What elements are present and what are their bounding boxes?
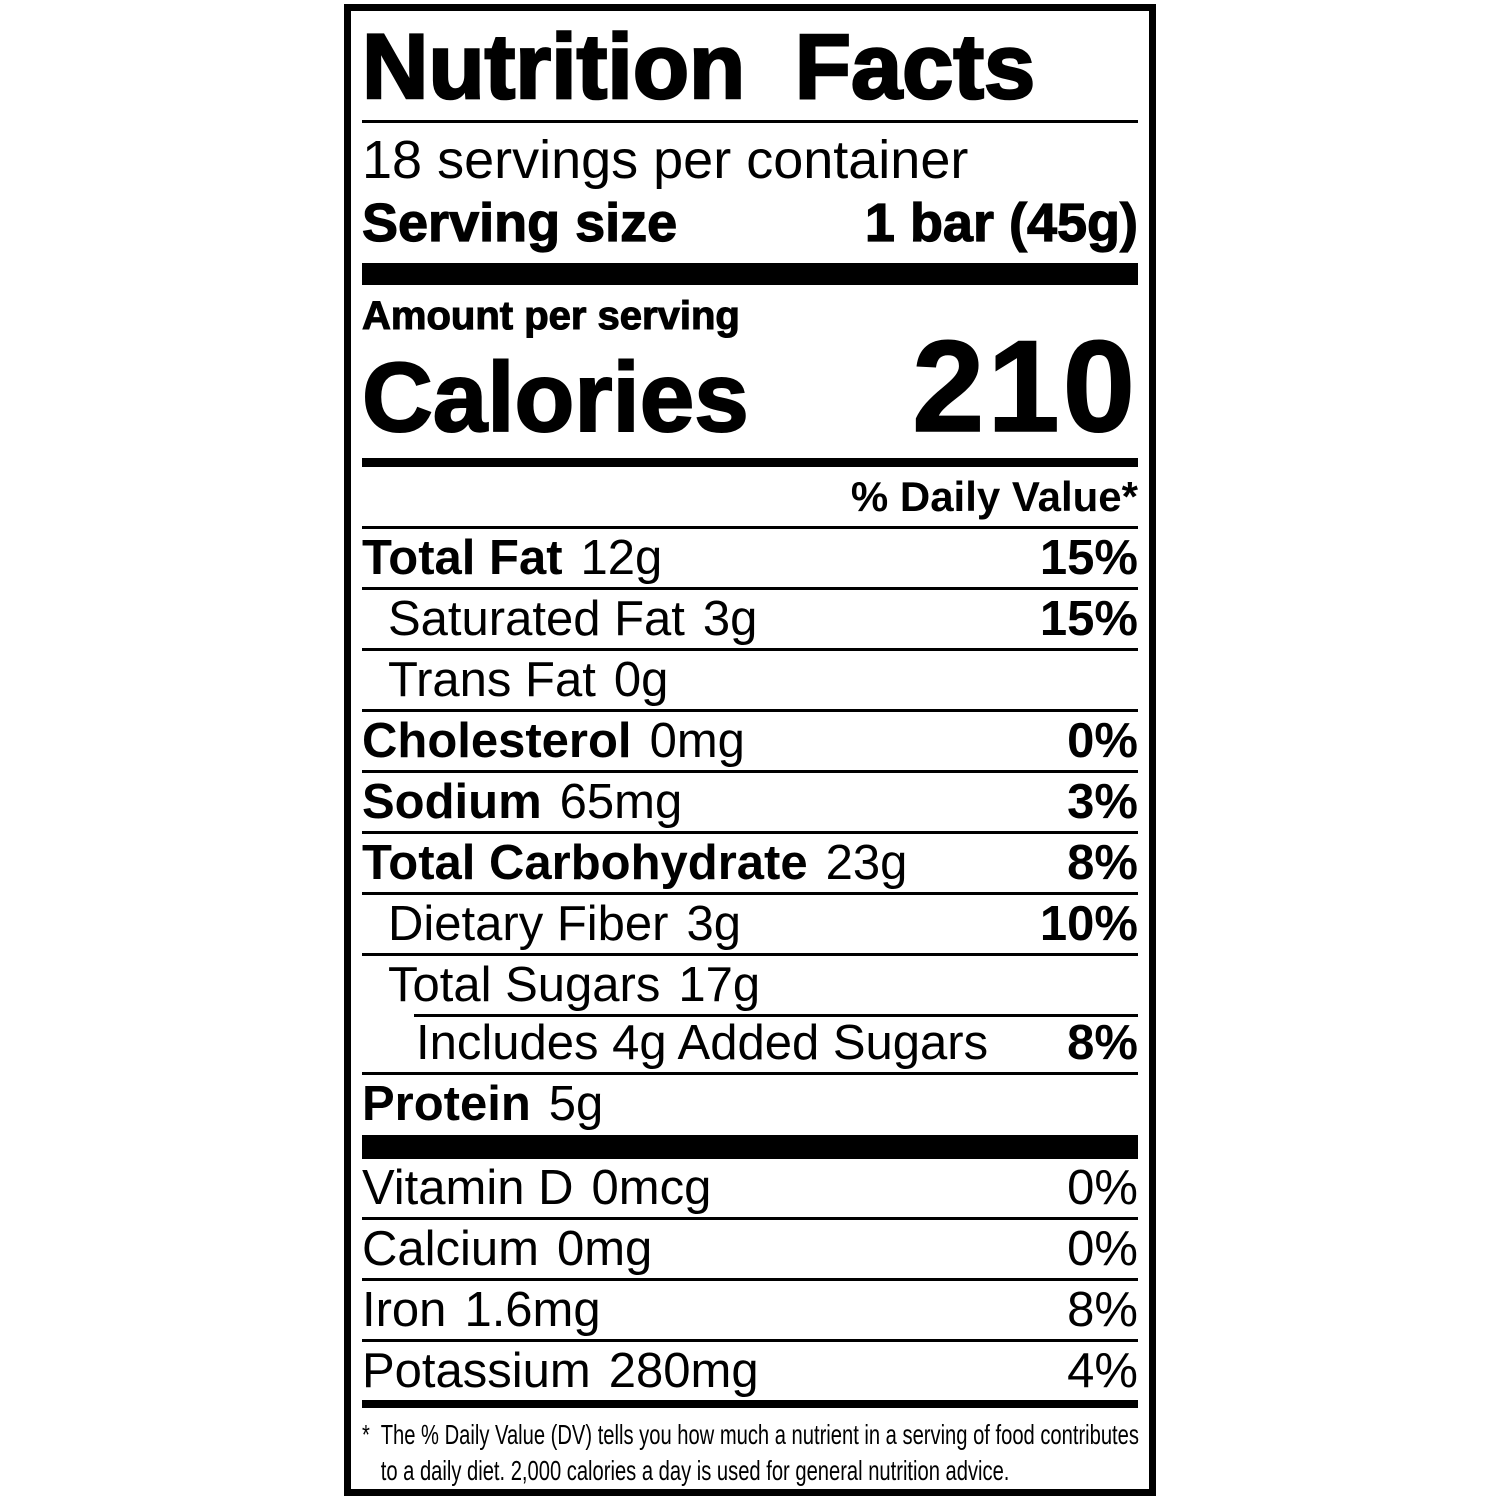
nutrient-amount: 280mg — [608, 1343, 759, 1398]
nutrient-name: Total Carbohydrate — [362, 835, 808, 890]
nutrient-amount: 0mcg — [591, 1160, 712, 1215]
nutrient-row-added-sugars: Includes 4g Added Sugars 8% — [362, 1013, 1138, 1072]
nutrient-amount: 0g — [613, 652, 669, 707]
title-divider — [362, 120, 1138, 123]
serving-size-value: 1 bar (45g) — [864, 192, 1138, 253]
nutrient-row-dietary-fiber: Dietary Fiber 3g 10% — [362, 891, 1138, 953]
section-bar-medium-calories — [362, 458, 1138, 467]
nutrient-dv: 0% — [1067, 713, 1138, 768]
nutrient-name: Dietary Fiber — [388, 896, 669, 951]
daily-value-header: % Daily Value* — [850, 472, 1138, 520]
nutrient-dv: 0% — [1067, 1160, 1138, 1215]
nutrition-facts-label: Nutrition Facts 18 servings per containe… — [344, 4, 1156, 1496]
calories-label: Calories — [361, 342, 750, 453]
micronutrient-row-iron: Iron 1.6mg 8% — [362, 1277, 1138, 1339]
nutrient-amount: 5g — [548, 1076, 604, 1131]
nutrient-dv: 8% — [1067, 1282, 1138, 1337]
nutrient-dv: 15% — [1039, 530, 1138, 585]
nutrient-row-total-sugars: Total Sugars 17g — [362, 952, 1138, 1014]
nutrient-name: Saturated Fat — [388, 591, 685, 646]
nutrient-name: Calcium — [362, 1221, 539, 1276]
nutrient-amount: 0mg — [649, 713, 745, 768]
calories-value: 210 — [911, 313, 1138, 460]
nutrient-name: Protein — [362, 1076, 531, 1131]
nutrient-amount: 0mg — [556, 1221, 653, 1276]
nutrient-name: Cholesterol — [362, 713, 632, 768]
nutrient-row-total-fat: Total Fat 12g 15% — [362, 525, 1138, 587]
nutrient-dv: 3% — [1067, 774, 1138, 829]
servings-per-container: 18 servings per container — [362, 129, 969, 190]
serving-size-label: Serving size — [361, 192, 678, 253]
nutrient-dv: 10% — [1039, 896, 1138, 951]
nutrient-name: Trans Fat — [388, 652, 596, 707]
nutrient-amount: 65mg — [559, 774, 683, 829]
footnote-marker: * — [362, 1419, 370, 1451]
nutrient-row-trans-fat: Trans Fat 0g — [362, 647, 1138, 709]
nutrient-dv: 8% — [1067, 835, 1138, 890]
nutrient-row-protein: Protein 5g — [362, 1071, 1138, 1133]
label-title: Nutrition Facts — [361, 16, 1037, 118]
nutrient-row-sodium: Sodium 65mg 3% — [362, 769, 1138, 831]
nutrient-name: Total Fat — [362, 530, 563, 585]
nutrient-amount: 3g — [702, 591, 758, 646]
nutrient-name: Includes 4g Added Sugars — [416, 1015, 989, 1070]
section-bar-thick-top — [362, 263, 1138, 286]
nutrient-row-saturated-fat: Saturated Fat 3g 15% — [362, 586, 1138, 648]
nutrient-dv: 0% — [1067, 1221, 1138, 1276]
nutrient-amount: 1.6mg — [464, 1282, 601, 1337]
nutrient-row-cholesterol: Cholesterol 0mg 0% — [362, 708, 1138, 770]
nutrient-row-total-carbohydrate: Total Carbohydrate 23g 8% — [362, 830, 1138, 892]
nutrient-name: Total Sugars — [388, 957, 661, 1012]
section-bar-medium-footnote — [362, 1399, 1138, 1409]
serving-size-row: Serving size 1 bar (45g) — [361, 192, 1138, 253]
footnote-line-2: to a daily diet. 2,000 calories a day is… — [380, 1455, 1010, 1487]
micronutrient-row-calcium: Calcium 0mg 0% — [362, 1216, 1138, 1278]
nutrient-amount: 3g — [686, 896, 741, 951]
micronutrient-row-vitamin-d: Vitamin D 0mcg 0% — [362, 1159, 1138, 1217]
calories-row: Calories 210 — [361, 313, 1138, 460]
nutrient-amount: 12g — [580, 530, 663, 585]
amount-per-serving-label: Amount per serving — [361, 294, 740, 339]
nutrient-dv: 8% — [1067, 1015, 1138, 1070]
nutrient-dv: 15% — [1039, 591, 1138, 646]
footnote: * The % Daily Value (DV) tells you how m… — [362, 1417, 1139, 1489]
section-bar-thick-micronutrients — [362, 1134, 1138, 1159]
nutrient-name: Iron — [362, 1282, 447, 1337]
nutrient-name: Potassium — [362, 1343, 591, 1398]
nutrient-amount: 17g — [678, 957, 761, 1012]
footnote-line-1: The % Daily Value (DV) tells you how muc… — [380, 1419, 1139, 1451]
micronutrient-row-potassium: Potassium 280mg 4% — [362, 1338, 1138, 1400]
nutrient-name: Vitamin D — [362, 1160, 574, 1215]
nutrient-dv: 4% — [1067, 1343, 1138, 1398]
nutrient-name: Sodium — [362, 774, 542, 829]
nutrient-amount: 23g — [825, 835, 908, 890]
